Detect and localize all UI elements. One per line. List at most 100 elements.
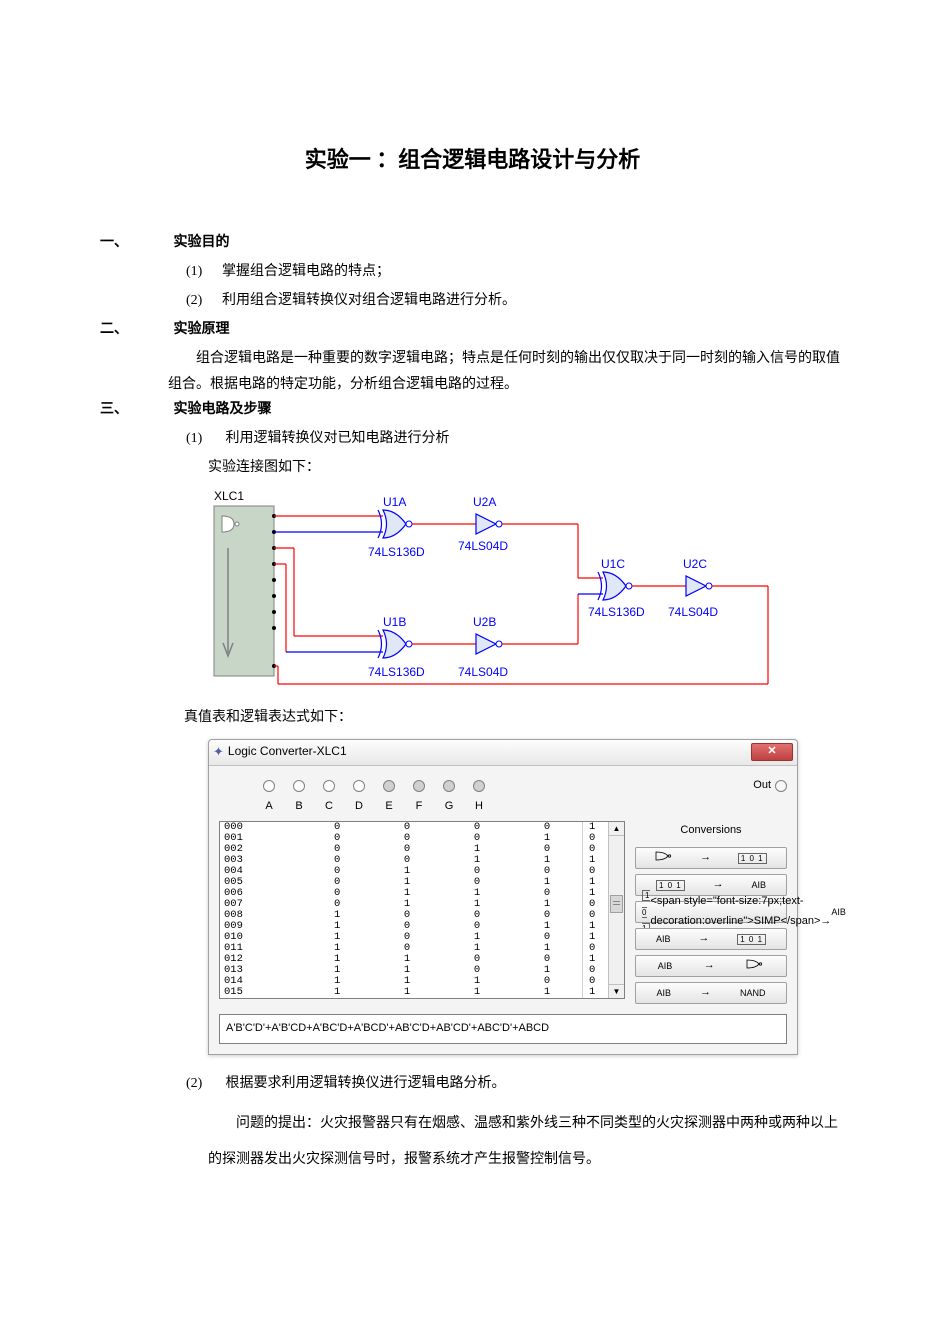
step1-num: (1) bbox=[186, 426, 222, 451]
u2a-sub: 74LS04D bbox=[458, 539, 508, 553]
section1-label: 一、 bbox=[100, 230, 170, 255]
table-cell: 1 bbox=[372, 987, 442, 998]
section2-title: 实验原理 bbox=[174, 322, 230, 337]
u2b-sub: 74LS04D bbox=[458, 665, 508, 679]
close-icon: ✕ bbox=[767, 742, 776, 762]
table-row: 0010001 bbox=[220, 833, 582, 844]
input-terminal-c[interactable] bbox=[323, 780, 335, 792]
u2b-label: U2B bbox=[473, 615, 496, 629]
input-terminal-h[interactable] bbox=[473, 780, 485, 792]
table-row: 0091001 bbox=[220, 921, 582, 932]
item-number: (1) bbox=[186, 259, 222, 284]
out-label: Out bbox=[753, 776, 771, 796]
step2-para: 问题的提出：火灾报警器只有在烟感、温感和紫外线三种不同类型的火灾探测器中两种或两… bbox=[100, 1106, 845, 1179]
circuit-diagram: XLC1 U1A 74LS136D U2A 74LS04D bbox=[208, 488, 845, 697]
u1c-label: U1C bbox=[601, 557, 625, 571]
conversion-button[interactable]: AIB → 1 0 1 bbox=[635, 928, 787, 950]
table-row: 0081000 bbox=[220, 910, 582, 921]
arrow-icon: → bbox=[704, 956, 715, 976]
expression-box[interactable]: A'B'C'D'+A'B'CD+A'BC'D+A'BCD'+AB'C'D+AB'… bbox=[219, 1014, 787, 1044]
u1a-sub: 74LS136D bbox=[368, 545, 425, 559]
table-cell: 1 bbox=[442, 987, 512, 998]
table-row: 0121100 bbox=[220, 954, 582, 965]
table-row: 0131101 bbox=[220, 965, 582, 976]
input-terminal-a[interactable] bbox=[263, 780, 275, 792]
table-row: 0111011 bbox=[220, 943, 582, 954]
table-row: 0060110 bbox=[220, 888, 582, 899]
app-icon: ✦ bbox=[213, 740, 224, 763]
section1-title: 实验目的 bbox=[174, 235, 230, 250]
conversion-button[interactable]: AIB → NAND bbox=[635, 982, 787, 1004]
step1-text: 利用逻辑转换仪对已知电路进行分析 bbox=[226, 431, 450, 446]
u1b-label: U1B bbox=[383, 615, 406, 629]
btn-right: NAND bbox=[740, 985, 766, 1001]
input-terminal-f[interactable] bbox=[413, 780, 425, 792]
section2-label: 二、 bbox=[100, 317, 170, 342]
header-label: C bbox=[323, 797, 335, 817]
table-row: 0020010 bbox=[220, 844, 582, 855]
conversion-button[interactable]: 1 0 1<span style="font-size:7px;text-dec… bbox=[635, 901, 787, 923]
btn-right: AIB bbox=[752, 877, 767, 893]
header-label: D bbox=[353, 797, 365, 817]
section2-para: 组合逻辑电路是一种重要的数字逻辑电路；特点是任何时刻的输出仅仅取决于同一时刻的输… bbox=[100, 346, 845, 396]
u2c-sub: 74LS04D bbox=[668, 605, 718, 619]
arrow-icon: → bbox=[700, 983, 711, 1003]
btn-left: AIB bbox=[656, 985, 671, 1001]
table-cell: 1 bbox=[302, 987, 372, 998]
header-label: B bbox=[293, 797, 305, 817]
btn-left bbox=[655, 850, 673, 866]
input-terminal-b[interactable] bbox=[293, 780, 305, 792]
table-row: 0151111 bbox=[220, 987, 582, 998]
u1c-sub: 74LS136D bbox=[588, 605, 645, 619]
step1-caption: 实验连接图如下： bbox=[100, 455, 845, 480]
conversions-label: Conversions bbox=[635, 821, 787, 841]
section3-title: 实验电路及步骤 bbox=[174, 402, 272, 417]
header-label: F bbox=[413, 797, 425, 817]
table-row: 0000000 bbox=[220, 822, 582, 833]
scrollbar[interactable]: ▲ ▼ bbox=[608, 822, 624, 998]
btn-right: 1 0 1 bbox=[737, 931, 766, 947]
btn-left: AIB bbox=[656, 931, 671, 947]
header-label: G bbox=[443, 797, 455, 817]
item-text: 掌握组合逻辑电路的特点； bbox=[222, 264, 390, 279]
conversion-button[interactable]: →1 0 1 bbox=[635, 847, 787, 869]
table-row: 0040100 bbox=[220, 866, 582, 877]
u2a-label: U2A bbox=[473, 495, 496, 509]
btn-right: 1 0 1 bbox=[738, 850, 767, 866]
step2-num: (2) bbox=[186, 1071, 222, 1096]
btn-left: AIB bbox=[658, 958, 673, 974]
u1a-label: U1A bbox=[383, 495, 406, 509]
table-row: 0101010 bbox=[220, 932, 582, 943]
input-terminal-d[interactable] bbox=[353, 780, 365, 792]
table-cell: 1 bbox=[512, 987, 582, 998]
table-row: 0030011 bbox=[220, 855, 582, 866]
out-terminal[interactable] bbox=[775, 780, 787, 792]
table-row: 0050101 bbox=[220, 877, 582, 888]
table-row: 0070111 bbox=[220, 899, 582, 910]
table-cell: 015 bbox=[220, 987, 302, 998]
section1-item: (2)利用组合逻辑转换仪对组合逻辑电路进行分析。 bbox=[100, 288, 845, 313]
xlc-label: XLC1 bbox=[214, 489, 244, 503]
logic-converter-panel: ✦ Logic Converter-XLC1 ✕ Out ABCDEFGH bbox=[208, 739, 845, 1055]
arrow-icon: → bbox=[698, 929, 709, 949]
input-terminal-g[interactable] bbox=[443, 780, 455, 792]
section3-label: 三、 bbox=[100, 397, 170, 422]
header-label: E bbox=[383, 797, 395, 817]
u1b-sub: 74LS136D bbox=[368, 665, 425, 679]
u2c-label: U2C bbox=[683, 557, 707, 571]
btn-right bbox=[746, 958, 764, 974]
section1-item: (1)掌握组合逻辑电路的特点； bbox=[100, 259, 845, 284]
btn-right: AIB bbox=[831, 904, 846, 920]
input-terminal-e[interactable] bbox=[383, 780, 395, 792]
close-button[interactable]: ✕ bbox=[751, 743, 793, 761]
table-row: 0141110 bbox=[220, 976, 582, 987]
header-label: H bbox=[473, 797, 485, 817]
output-column: 1001011001101001 bbox=[583, 822, 608, 998]
item-text: 利用组合逻辑转换仪对组合逻辑电路进行分析。 bbox=[222, 293, 516, 308]
conversion-button[interactable]: AIB → bbox=[635, 955, 787, 977]
header-label: A bbox=[263, 797, 275, 817]
arrow-icon: <span style="font-size:7px;text-decorati… bbox=[650, 892, 831, 932]
output-cell: 1 bbox=[589, 987, 608, 998]
converter-title: Logic Converter-XLC1 bbox=[228, 741, 347, 763]
btn-left: 1 0 1 bbox=[656, 877, 685, 893]
